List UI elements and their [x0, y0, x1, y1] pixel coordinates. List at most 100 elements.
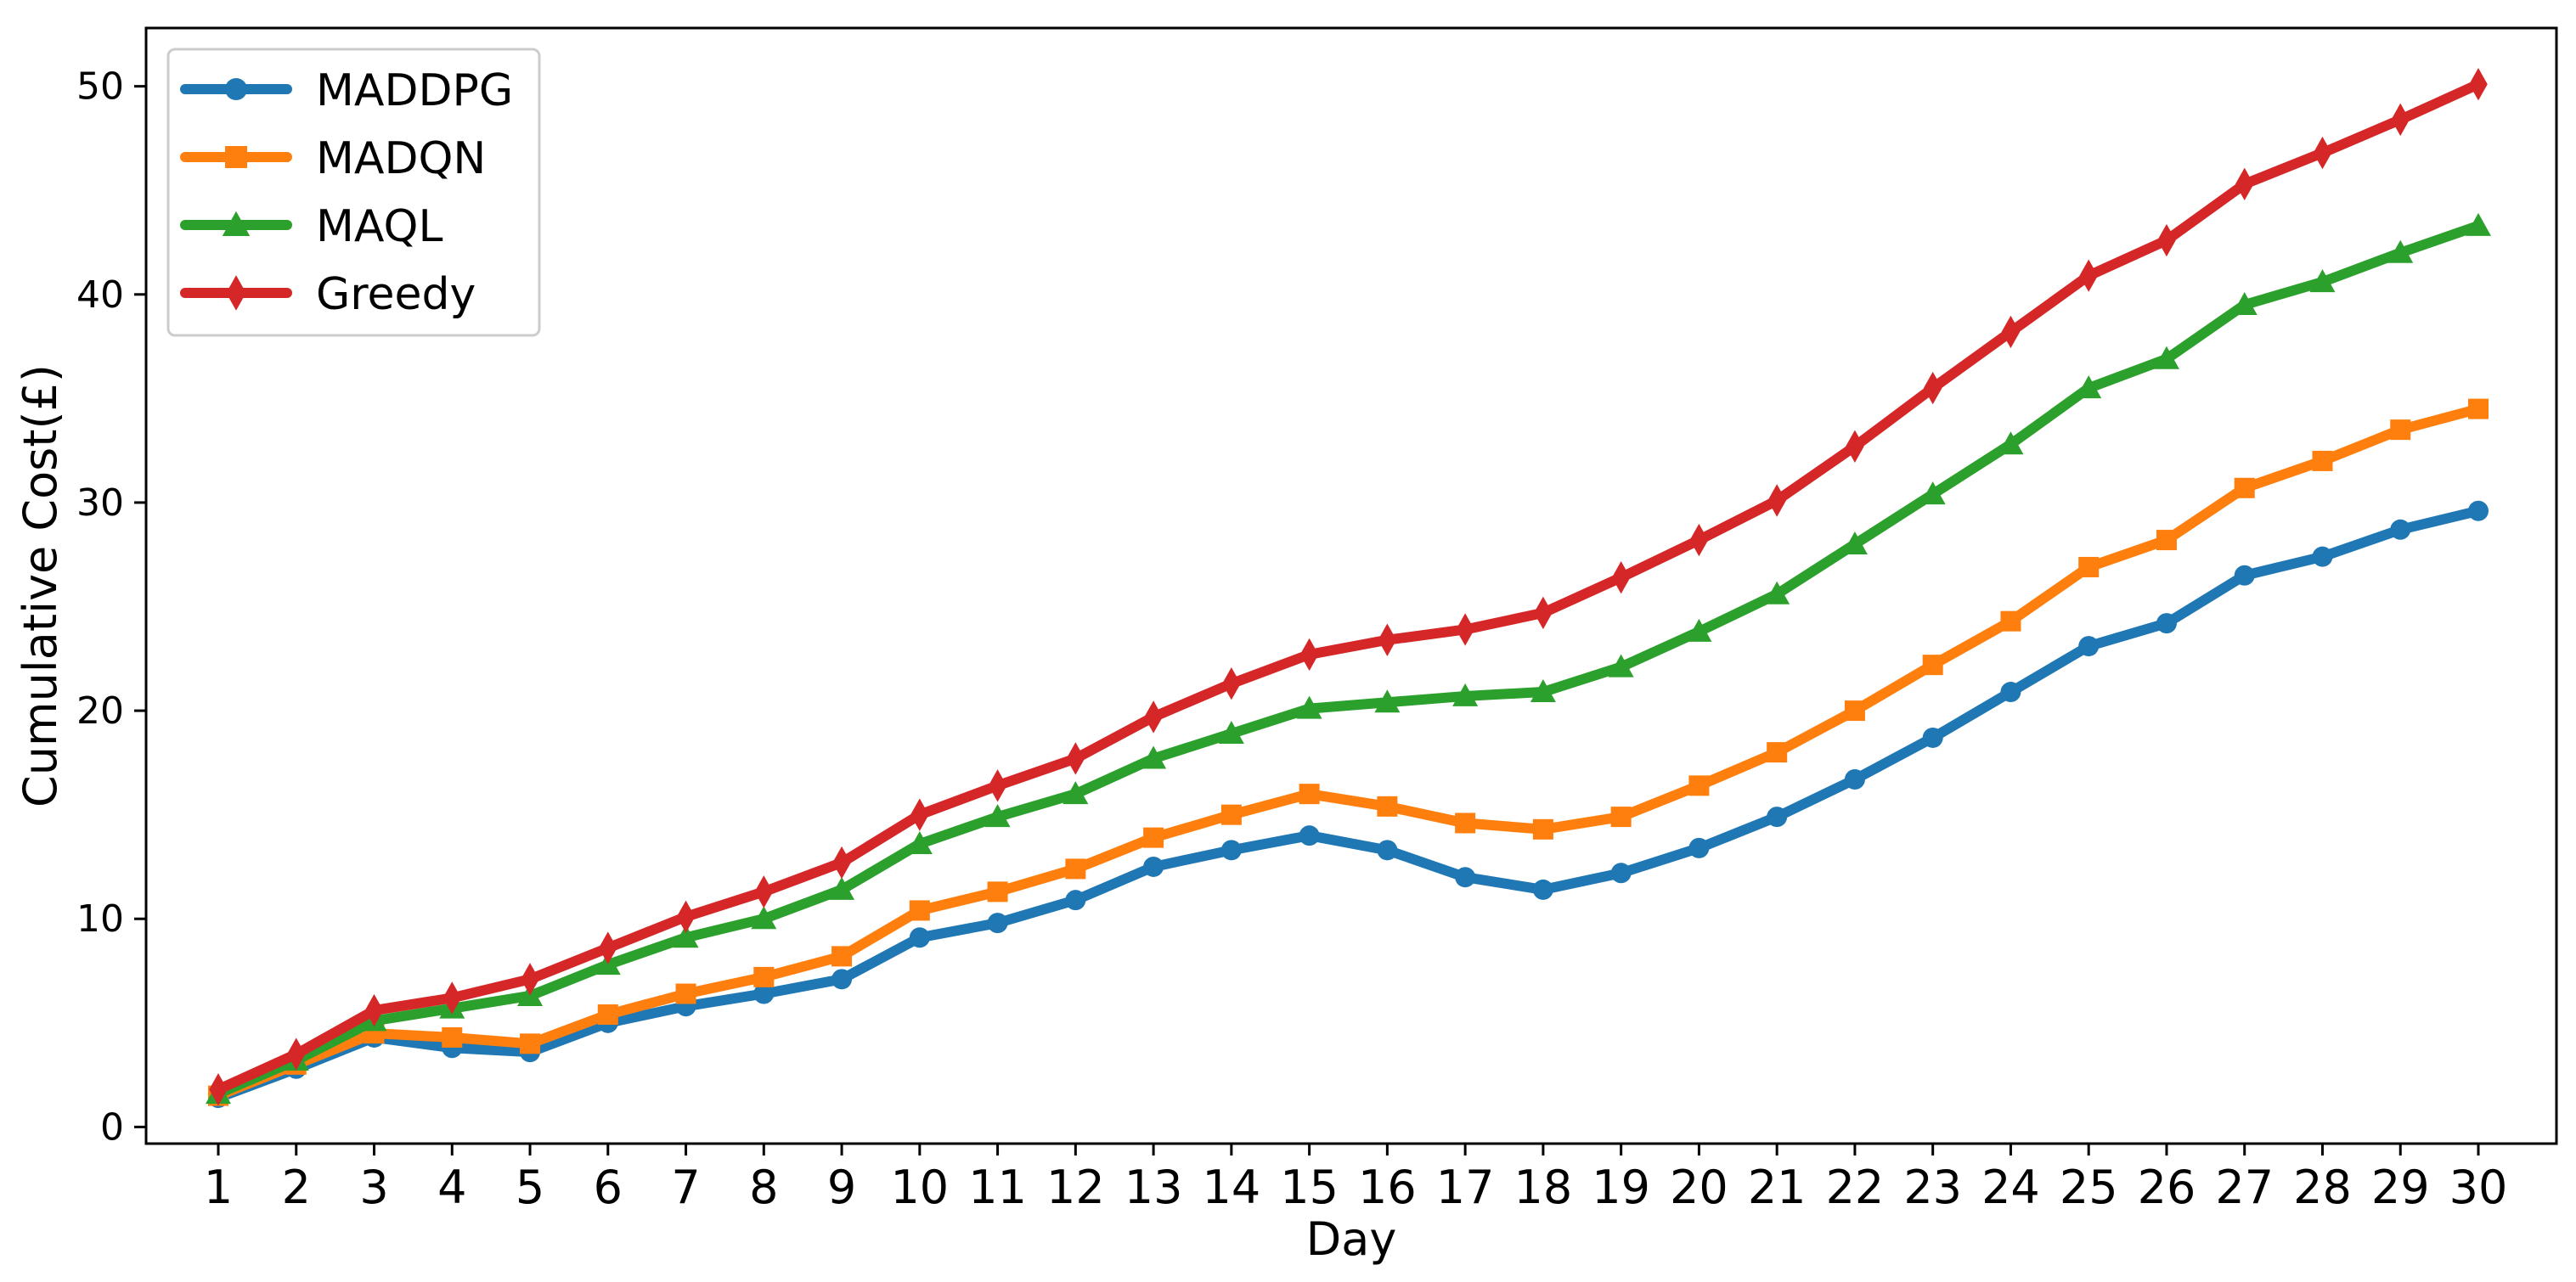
x-tick-label: 12 [1046, 1161, 1105, 1214]
x-tick-label: 17 [1436, 1161, 1495, 1214]
data-point [1608, 654, 1634, 678]
data-point [1299, 784, 1320, 805]
data-point [2312, 546, 2333, 567]
data-point [597, 1004, 618, 1026]
x-tick-label: 7 [671, 1161, 700, 1214]
data-point [1688, 837, 1710, 858]
series-line [213, 505, 2483, 1104]
data-point [984, 804, 1011, 828]
data-point [1144, 700, 1163, 734]
data-point [2076, 375, 2102, 399]
data-point [442, 1026, 463, 1048]
data-point [209, 1073, 228, 1106]
x-axis-label: Day [1306, 1212, 1397, 1266]
data-point [829, 876, 855, 900]
legend-label: Greedy [316, 269, 476, 320]
x-tick-label: 24 [1981, 1161, 2040, 1214]
y-tick-label: 10 [76, 897, 124, 941]
x-tick-label: 16 [1358, 1161, 1417, 1214]
data-point [1923, 371, 1942, 405]
data-point [2390, 419, 2411, 441]
data-point [1296, 695, 1322, 719]
x-tick-label: 4 [437, 1161, 466, 1214]
series-greedy [209, 67, 2488, 1106]
legend-item-maql: MAQL [180, 201, 442, 252]
x-tick-label: 19 [1592, 1161, 1650, 1214]
x-tick-label: 14 [1203, 1161, 1261, 1214]
data-point [753, 983, 775, 1004]
data-point [1143, 827, 1164, 848]
data-point [1767, 807, 1788, 828]
data-point [364, 993, 384, 1027]
data-point [2234, 565, 2255, 586]
x-tick-label: 5 [516, 1161, 544, 1214]
data-point [676, 900, 696, 933]
x-tick-label: 3 [359, 1161, 388, 1214]
x-tick-label: 25 [2060, 1161, 2118, 1214]
data-point [1299, 638, 1319, 672]
data-point [1610, 807, 1632, 828]
data-point [909, 900, 930, 921]
y-tick-label: 30 [76, 481, 124, 525]
series-line [213, 79, 2483, 1095]
x-tick-label: 21 [1748, 1161, 1807, 1214]
x-tick-label: 30 [2449, 1161, 2508, 1214]
data-point [1688, 775, 1710, 796]
data-point [1063, 781, 1089, 805]
data-point [1143, 856, 1164, 877]
data-point [1065, 858, 1086, 880]
data-point [1455, 867, 1476, 888]
legend-item-greedy: Greedy [180, 269, 476, 320]
data-point [2231, 292, 2258, 316]
data-point [1220, 840, 1242, 861]
data-point [988, 769, 1007, 802]
series-line [213, 220, 2483, 1099]
data-point [1846, 430, 1864, 463]
data-point [2000, 682, 2021, 703]
data-point [673, 925, 699, 948]
data-point [2078, 556, 2100, 577]
data-point [909, 927, 930, 948]
x-tick-label: 11 [968, 1161, 1027, 1214]
data-point [1689, 523, 1709, 557]
x-tick-label: 23 [1903, 1161, 1962, 1214]
data-point [1532, 879, 1553, 900]
x-tick-label: 27 [2215, 1161, 2274, 1214]
data-point [2469, 67, 2488, 101]
data-point [1686, 618, 1712, 642]
data-point [1456, 613, 1474, 646]
data-point [286, 1037, 306, 1071]
data-point [1998, 431, 2024, 455]
data-point [1767, 742, 1788, 763]
data-point [1218, 721, 1244, 745]
data-point [987, 881, 1008, 902]
data-point [910, 798, 929, 831]
x-tick-label: 8 [749, 1161, 778, 1214]
data-point [1065, 890, 1086, 911]
data-point [2079, 259, 2099, 292]
y-tick-label: 0 [100, 1105, 124, 1149]
x-tick-label: 9 [827, 1161, 856, 1214]
data-point [1767, 484, 1786, 517]
data-point [753, 966, 775, 987]
data-point [1452, 683, 1479, 706]
data-point [2156, 530, 2177, 551]
data-point [2313, 136, 2332, 170]
data-point [2391, 103, 2410, 137]
data-point [2312, 450, 2333, 471]
data-point [2387, 239, 2414, 263]
data-point [2078, 636, 2100, 657]
data-point [754, 875, 774, 908]
data-point [675, 983, 696, 1004]
data-point [2000, 610, 2021, 632]
data-point [1919, 481, 1946, 505]
y-tick-label: 40 [76, 273, 124, 317]
data-point [521, 963, 539, 996]
data-point [832, 846, 851, 880]
data-point [2466, 212, 2491, 236]
data-point [831, 969, 853, 990]
data-point [520, 1033, 541, 1054]
y-axis: 0 10 20 30 40 50 [76, 65, 146, 1149]
legend-label: MADDPG [316, 65, 513, 116]
